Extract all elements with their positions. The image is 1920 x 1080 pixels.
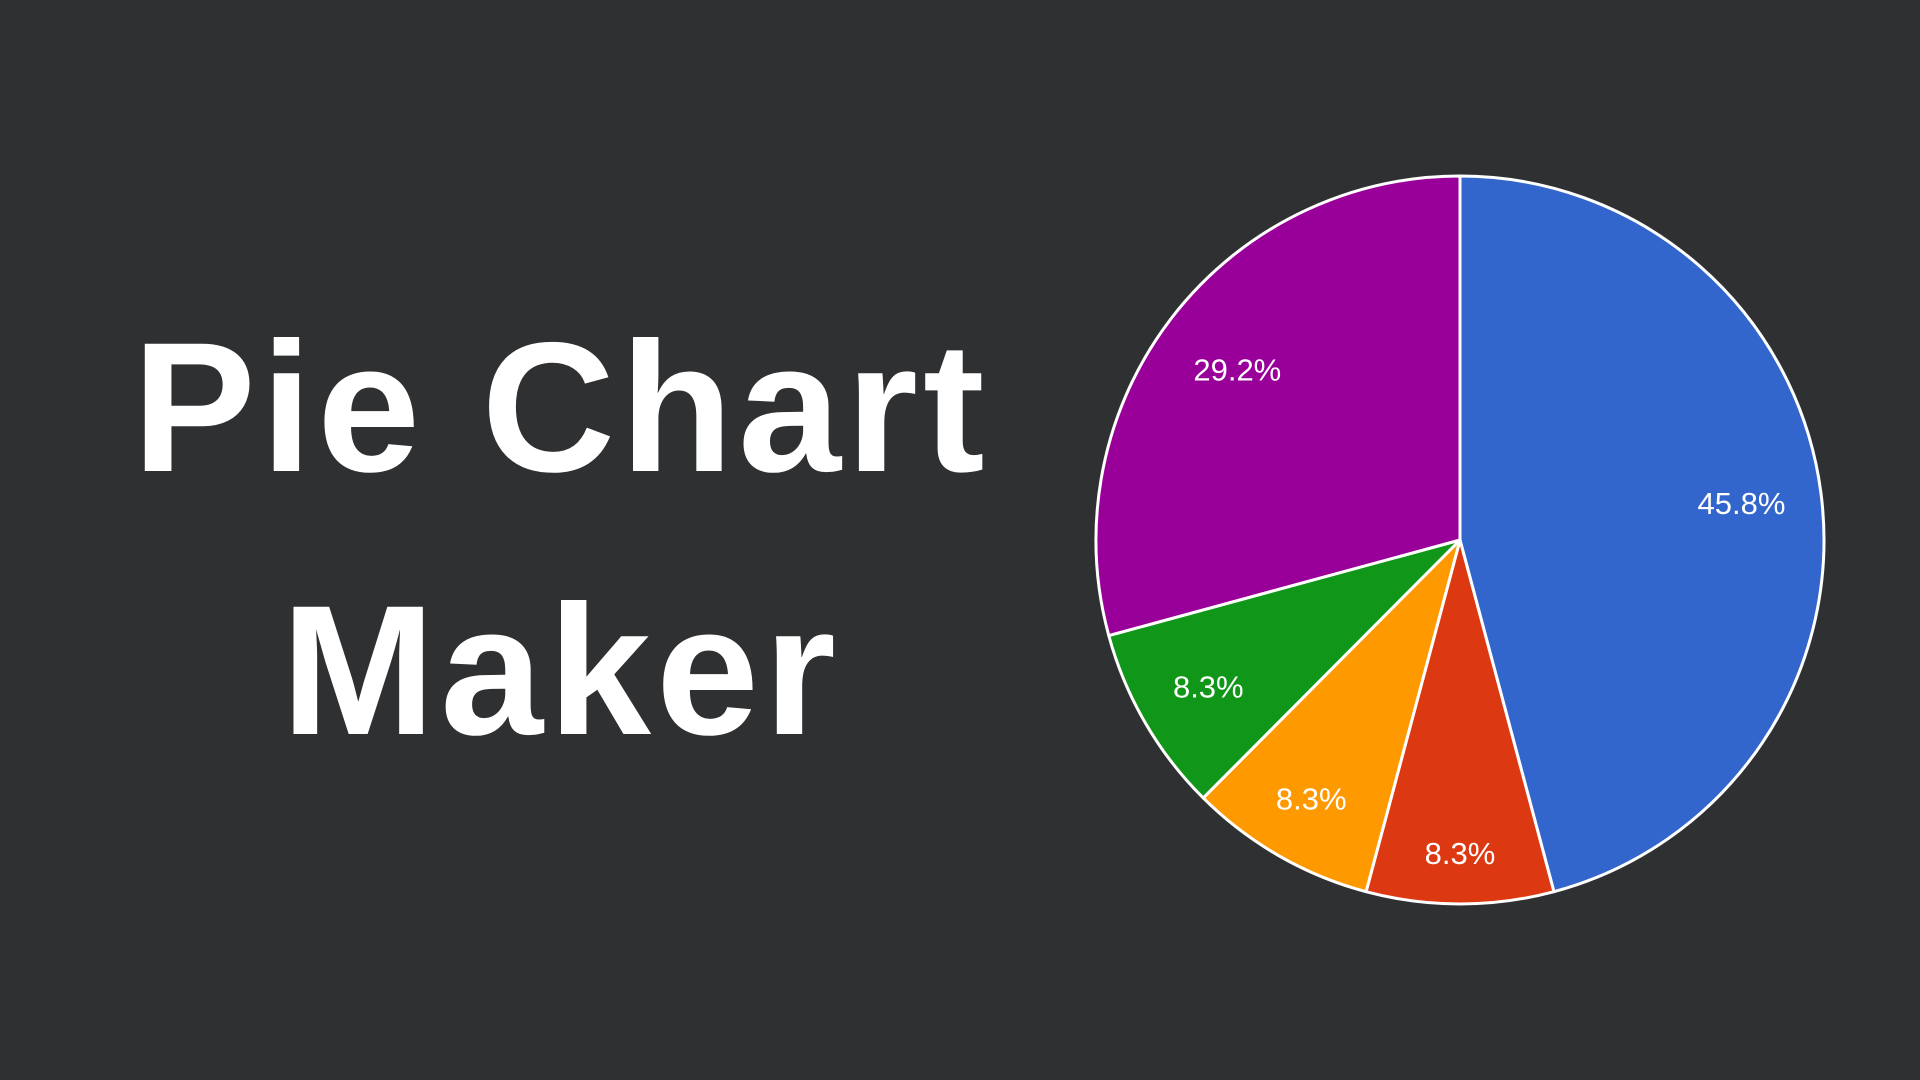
pie-slice-4[interactable] [1094,174,1462,638]
pie-slice-1[interactable] [1364,538,1556,906]
pie-slice-3[interactable] [1107,538,1462,800]
pie-slice-label-0: 45.8% [1698,486,1786,521]
page-title-line1: Pie Chart [132,305,990,512]
pie-slice-2[interactable] [1201,538,1462,894]
pie-slice-label-3: 8.3% [1173,669,1244,704]
pie-slice-label-2: 8.3% [1276,782,1347,817]
pie-chart-svg: 45.8% 8.3% 8.3% 8.3% 29.2% [1094,174,1826,906]
pie-slice-label-4: 29.2% [1193,353,1281,388]
pie-slice-0[interactable] [1458,174,1826,894]
pie-chart: 45.8% 8.3% 8.3% 8.3% 29.2% [1080,160,1840,920]
title-panel: Pie Chart Maker [132,277,989,802]
page-title-line2: Maker [281,568,841,774]
page-title: Pie Chart Maker [132,277,989,802]
pie-slice-label-1: 8.3% [1425,836,1496,871]
